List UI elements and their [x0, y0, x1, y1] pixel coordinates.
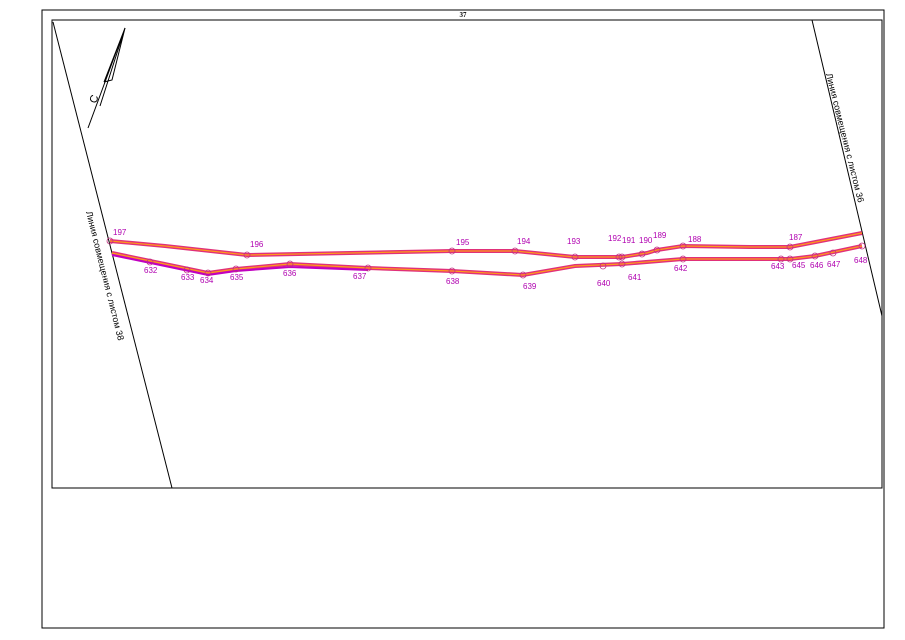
point-label: 191	[622, 236, 636, 245]
point-label: 645	[792, 261, 806, 270]
point-label: 639	[523, 282, 537, 291]
point-marker	[204, 269, 212, 277]
point-label: 642	[674, 264, 688, 273]
point-marker	[615, 253, 623, 261]
boundary-axis	[111, 245, 863, 276]
point-label: 643	[771, 262, 785, 271]
point-marker	[599, 262, 607, 270]
boundary-shadow	[111, 254, 369, 277]
right-match-line	[811, 19, 883, 317]
point-label: 189	[653, 231, 667, 240]
point-label: 188	[688, 235, 702, 244]
point-marker	[519, 271, 527, 279]
point-label: 646	[810, 261, 824, 270]
point-label: 633	[181, 273, 195, 282]
point-marker	[448, 247, 456, 255]
point-label: 636	[283, 269, 297, 278]
point-marker	[618, 253, 626, 261]
point-label: 632	[144, 266, 158, 275]
sheet-number: 37	[460, 11, 468, 19]
point-label: 192	[608, 234, 622, 243]
north-arrow	[87, 27, 126, 129]
point-marker	[811, 252, 819, 260]
point-marker	[232, 265, 240, 273]
point-label: 193	[567, 237, 581, 246]
point-label: 196	[250, 240, 264, 249]
point-label: 197	[113, 228, 127, 237]
point-marker	[146, 258, 154, 266]
boundary-line	[109, 231, 863, 259]
outer-frame	[41, 9, 885, 629]
point-marker	[364, 264, 372, 272]
point-label: 640	[597, 279, 611, 288]
point-marker	[571, 253, 579, 261]
point-marker	[106, 237, 114, 245]
point-label: 635	[230, 273, 244, 282]
point-label: 195	[456, 238, 470, 247]
right-note: Линия совмещения с листом 36	[824, 72, 866, 203]
north-label: С	[88, 93, 102, 105]
map-frame	[51, 19, 883, 489]
point-marker	[653, 246, 661, 254]
point-marker	[618, 260, 626, 268]
point-marker	[786, 243, 794, 251]
point-label: 194	[517, 237, 531, 246]
point-label: 641	[628, 273, 642, 282]
point-marker	[638, 250, 646, 258]
point-marker	[286, 260, 294, 268]
point-label: 647	[827, 260, 841, 269]
point-marker	[829, 249, 837, 257]
point-label: 190	[639, 236, 653, 245]
point-label: 638	[446, 277, 460, 286]
point-marker	[786, 255, 794, 263]
point-marker	[777, 255, 785, 263]
point-label: 637	[353, 272, 367, 281]
point-marker	[448, 267, 456, 275]
point-label: 648	[854, 256, 868, 265]
point-marker	[858, 242, 866, 250]
point-marker	[243, 251, 251, 259]
point-marker	[679, 255, 687, 263]
point-marker	[183, 266, 191, 274]
point-label: 187	[789, 233, 803, 242]
point-marker	[679, 242, 687, 250]
point-marker	[511, 247, 519, 255]
point-label: 634	[200, 276, 214, 285]
